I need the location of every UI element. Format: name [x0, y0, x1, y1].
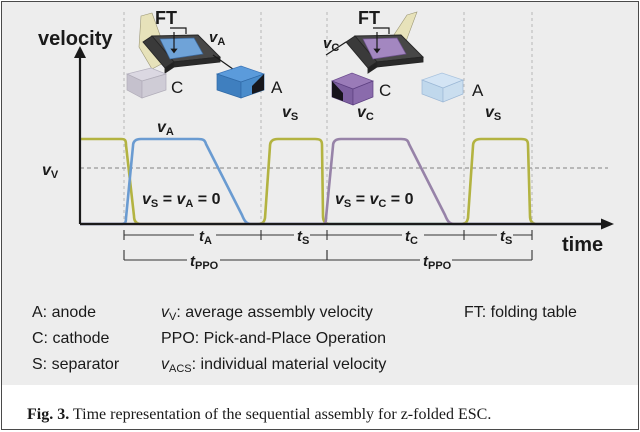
svg-text:vS: vS	[282, 104, 298, 123]
svg-text:vS = vA = 0: vS = vA = 0	[142, 191, 221, 210]
svg-text:vC: vC	[323, 35, 339, 54]
svg-text:FT: FT	[358, 8, 380, 28]
svg-text:PPO: Pick-and-Place Operation: PPO: Pick-and-Place Operation	[161, 330, 386, 347]
svg-text:C: C	[379, 81, 391, 100]
svg-text:vA: vA	[157, 119, 174, 138]
svg-text:tC: tC	[405, 228, 418, 247]
svg-text:velocity: velocity	[38, 28, 113, 50]
svg-text:vA: vA	[209, 29, 225, 48]
svg-text:A: anode: A: anode	[32, 304, 96, 321]
svg-text:vS = vC = 0: vS = vC = 0	[335, 191, 414, 210]
svg-text:C: cathode: C: cathode	[32, 330, 109, 347]
svg-text:vS: vS	[485, 104, 501, 123]
svg-text:FT: FT	[155, 8, 177, 28]
svg-text:vC: vC	[357, 104, 374, 123]
svg-text:A: A	[472, 81, 484, 100]
svg-text:S: separator: S: separator	[32, 356, 120, 373]
svg-text:tPPO: tPPO	[190, 253, 219, 272]
svg-text:time: time	[562, 234, 603, 256]
svg-text:FT: folding table: FT: folding table	[464, 304, 577, 321]
svg-text:tS: tS	[297, 228, 309, 247]
svg-text:Fig. 3. Time representation of: Fig. 3. Time representation of the seque…	[27, 406, 491, 423]
svg-text:vV: vV	[42, 162, 59, 181]
svg-text:vACS: individual material velo: vACS: individual material velocity	[161, 356, 386, 375]
svg-text:A: A	[271, 78, 283, 97]
svg-text:tPPO: tPPO	[423, 253, 452, 272]
svg-text:C: C	[171, 78, 183, 97]
svg-text:vV: average assembly velocity: vV: average assembly velocity	[161, 304, 373, 323]
svg-text:tA: tA	[199, 228, 212, 247]
svg-text:tS: tS	[500, 228, 512, 247]
